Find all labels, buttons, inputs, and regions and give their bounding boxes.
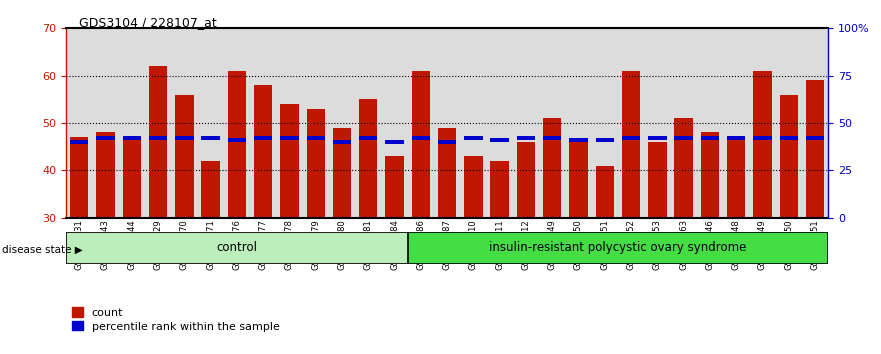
Bar bbox=[806, 80, 825, 218]
Bar bbox=[197, 28, 224, 218]
Bar bbox=[464, 156, 483, 218]
Bar bbox=[622, 71, 640, 218]
Bar bbox=[648, 136, 667, 140]
Bar bbox=[411, 136, 430, 140]
Bar bbox=[307, 136, 325, 140]
Bar bbox=[491, 138, 509, 142]
Bar bbox=[202, 136, 219, 140]
Bar bbox=[596, 166, 614, 218]
Bar bbox=[149, 66, 167, 218]
Bar bbox=[618, 28, 644, 218]
Bar bbox=[700, 136, 719, 140]
Bar bbox=[175, 95, 194, 218]
Bar bbox=[329, 28, 355, 218]
Bar bbox=[434, 28, 460, 218]
Bar bbox=[517, 136, 535, 140]
Bar bbox=[697, 28, 723, 218]
Bar bbox=[385, 140, 403, 144]
Bar bbox=[775, 28, 802, 218]
Bar bbox=[302, 28, 329, 218]
Bar bbox=[280, 136, 299, 140]
Bar bbox=[254, 85, 272, 218]
Bar bbox=[66, 28, 93, 218]
Bar bbox=[491, 161, 509, 218]
Bar bbox=[753, 136, 772, 140]
Bar bbox=[675, 118, 692, 218]
Bar bbox=[592, 28, 618, 218]
Bar bbox=[438, 140, 456, 144]
Bar bbox=[780, 95, 798, 218]
Legend: count, percentile rank within the sample: count, percentile rank within the sample bbox=[71, 307, 279, 332]
Bar bbox=[333, 140, 352, 144]
Bar bbox=[408, 232, 828, 264]
Bar bbox=[727, 136, 745, 140]
Bar bbox=[411, 71, 430, 218]
Bar bbox=[675, 136, 692, 140]
Bar bbox=[753, 71, 772, 218]
Bar bbox=[381, 28, 408, 218]
Bar bbox=[486, 28, 513, 218]
Bar bbox=[66, 232, 408, 264]
Bar bbox=[806, 136, 825, 140]
Text: disease state ▶: disease state ▶ bbox=[2, 245, 83, 255]
Bar bbox=[543, 118, 561, 218]
Bar bbox=[727, 137, 745, 218]
Bar bbox=[517, 142, 535, 218]
Bar bbox=[307, 109, 325, 218]
Bar bbox=[569, 142, 588, 218]
Bar bbox=[171, 28, 197, 218]
Bar bbox=[250, 28, 277, 218]
Bar bbox=[119, 28, 144, 218]
Bar bbox=[460, 28, 486, 218]
Bar bbox=[96, 136, 115, 140]
Bar bbox=[359, 136, 377, 140]
Bar bbox=[149, 136, 167, 140]
Bar bbox=[175, 136, 194, 140]
Text: control: control bbox=[217, 241, 257, 254]
Bar bbox=[96, 132, 115, 218]
Bar bbox=[333, 128, 352, 218]
Bar bbox=[700, 132, 719, 218]
Bar bbox=[122, 137, 141, 218]
Bar bbox=[670, 28, 697, 218]
Bar bbox=[122, 136, 141, 140]
Text: GDS3104 / 228107_at: GDS3104 / 228107_at bbox=[79, 16, 217, 29]
Bar bbox=[408, 28, 434, 218]
Bar bbox=[254, 136, 272, 140]
Bar bbox=[648, 142, 667, 218]
Bar bbox=[277, 28, 302, 218]
Bar bbox=[464, 136, 483, 140]
Bar bbox=[644, 28, 670, 218]
Bar bbox=[802, 28, 828, 218]
Bar bbox=[144, 28, 171, 218]
Bar bbox=[596, 138, 614, 142]
Bar bbox=[569, 138, 588, 142]
Bar bbox=[202, 161, 219, 218]
Bar bbox=[93, 28, 119, 218]
Bar bbox=[227, 138, 246, 142]
Bar bbox=[359, 99, 377, 218]
Text: insulin-resistant polycystic ovary syndrome: insulin-resistant polycystic ovary syndr… bbox=[489, 241, 746, 254]
Bar bbox=[750, 28, 775, 218]
Bar bbox=[539, 28, 566, 218]
Bar bbox=[355, 28, 381, 218]
Bar bbox=[566, 28, 592, 218]
Bar bbox=[224, 28, 250, 218]
Bar bbox=[227, 71, 246, 218]
Bar bbox=[70, 137, 88, 218]
Bar bbox=[438, 128, 456, 218]
Bar bbox=[280, 104, 299, 218]
Bar bbox=[70, 140, 88, 144]
Bar bbox=[385, 156, 403, 218]
Bar bbox=[513, 28, 539, 218]
Bar bbox=[723, 28, 750, 218]
Bar bbox=[780, 136, 798, 140]
Bar bbox=[622, 136, 640, 140]
Bar bbox=[543, 136, 561, 140]
